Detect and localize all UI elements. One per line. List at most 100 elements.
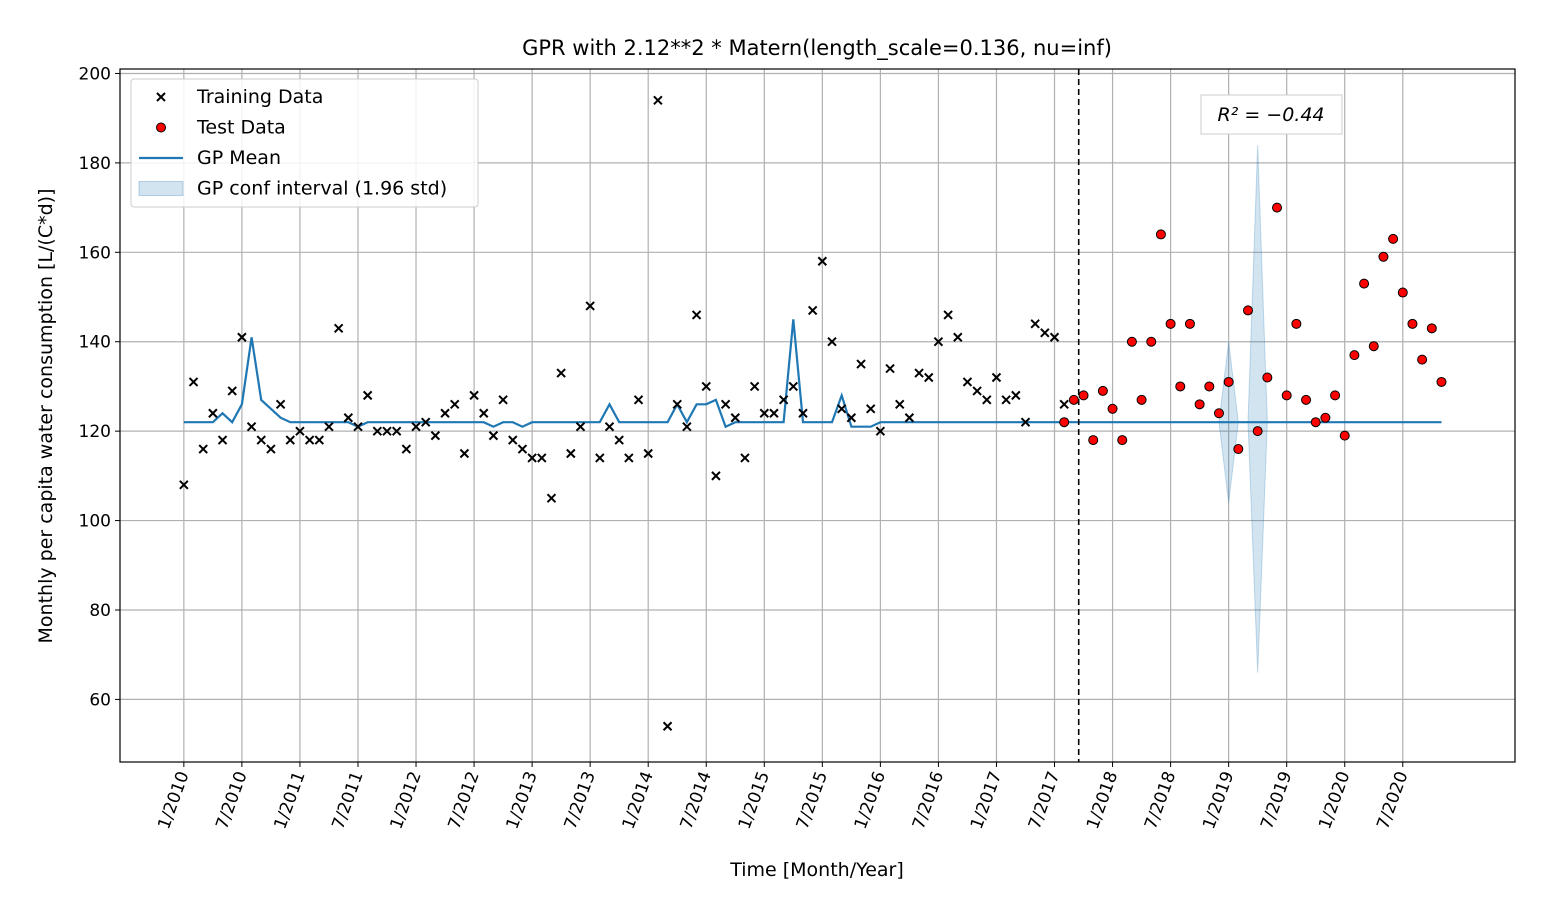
x-tick-label: 7/2014 (677, 769, 716, 832)
x-tick-label: 1/2013 (503, 769, 542, 832)
x-tick-label: 7/2016 (909, 769, 948, 832)
x-tick-label: 1/2015 (735, 769, 774, 832)
training-point (914, 368, 924, 378)
r2-annotation: R² = −0.44 (1200, 94, 1343, 135)
training-point (459, 448, 470, 459)
training-point (275, 399, 286, 410)
test-point (1126, 336, 1137, 347)
training-point (740, 453, 750, 463)
test-point (1233, 444, 1244, 455)
test-point (1339, 430, 1350, 441)
training-point (933, 337, 944, 347)
training-point (382, 426, 392, 436)
test-point (1417, 354, 1428, 365)
training-point (614, 435, 624, 445)
training-point (701, 381, 711, 392)
test-point (1436, 376, 1447, 387)
legend-label: Training Data (196, 86, 323, 108)
training-point (198, 444, 208, 454)
training-point (1001, 395, 1011, 405)
training-point (895, 399, 905, 410)
training-point (450, 399, 460, 410)
x-tick-label: 1/2010 (154, 769, 193, 832)
x-tick-label: 1/2014 (619, 769, 658, 832)
legend-label: GP Mean (197, 147, 281, 169)
training-point (401, 444, 412, 454)
training-point (730, 413, 740, 423)
training-point (788, 381, 799, 392)
training-point (227, 386, 237, 396)
training-point (440, 408, 450, 418)
training-point (304, 435, 315, 445)
training-point (991, 372, 1002, 383)
test-point (1184, 318, 1195, 329)
training-point (962, 377, 973, 387)
training-point (653, 95, 663, 106)
training-point (595, 453, 605, 463)
confidence-band (1218, 144, 1268, 673)
x-tick-label: 7/2015 (793, 769, 832, 832)
training-point (982, 395, 992, 405)
training-point (353, 421, 363, 432)
training-point (778, 395, 789, 405)
training-point (972, 386, 982, 396)
training-point (324, 421, 334, 432)
legend-test-marker (156, 122, 166, 133)
x-tick-label: 1/2016 (851, 769, 890, 832)
test-point (1291, 318, 1302, 329)
training-point (924, 372, 934, 383)
training-point (556, 368, 566, 378)
test-point (1426, 323, 1437, 334)
gp-mean-line (183, 319, 1442, 429)
training-point (575, 421, 586, 432)
y-tick-label: 120 (79, 422, 111, 442)
x-tick-label: 7/2010 (212, 769, 251, 832)
test-point (1175, 381, 1186, 392)
x-tick-label: 7/2011 (328, 769, 367, 832)
training-point (1011, 390, 1021, 401)
x-tick-label: 7/2013 (561, 769, 600, 832)
x-tick-label: 7/2020 (1373, 769, 1412, 832)
training-point (295, 426, 305, 436)
training-point (1020, 417, 1031, 427)
training-point (672, 399, 682, 410)
training-point (1030, 319, 1040, 329)
test-point (1213, 408, 1224, 419)
training-point (769, 408, 779, 418)
legend-box (130, 78, 479, 208)
training-point (807, 305, 818, 316)
x-tick-label: 1/2017 (967, 769, 1006, 832)
training-point (479, 408, 489, 418)
training-point (720, 399, 731, 410)
x-tick-label: 1/2011 (270, 769, 309, 832)
test-point (1078, 390, 1089, 401)
test-point (1272, 202, 1283, 213)
test-point (1097, 385, 1108, 396)
test-point (1165, 318, 1176, 329)
training-point (237, 332, 247, 342)
training-point (566, 448, 576, 459)
legend: Training Data Test Data GP Mean GP conf int… (130, 78, 479, 208)
test-point (1068, 394, 1079, 405)
legend-label: GP conf interval (1.96 std) (197, 178, 447, 200)
training-point (662, 721, 673, 731)
y-tick-label: 160 (79, 243, 111, 263)
legend-training-marker (156, 92, 166, 102)
training-point (798, 408, 808, 418)
test-point (1155, 229, 1166, 240)
test-point (1242, 305, 1253, 316)
test-point (1320, 412, 1331, 423)
training-point (865, 404, 876, 414)
training-point (488, 430, 499, 441)
training-point (391, 426, 402, 436)
training-point (498, 395, 508, 405)
axes-frame (119, 68, 1516, 763)
y-tick-label: 200 (79, 64, 111, 84)
training-point (1049, 332, 1060, 342)
training-point (546, 493, 557, 503)
y-axis-label: Monthly per capita water consumption [L/… (35, 189, 57, 644)
training-point (517, 444, 528, 454)
test-point (1088, 435, 1099, 446)
training-point (362, 390, 373, 401)
